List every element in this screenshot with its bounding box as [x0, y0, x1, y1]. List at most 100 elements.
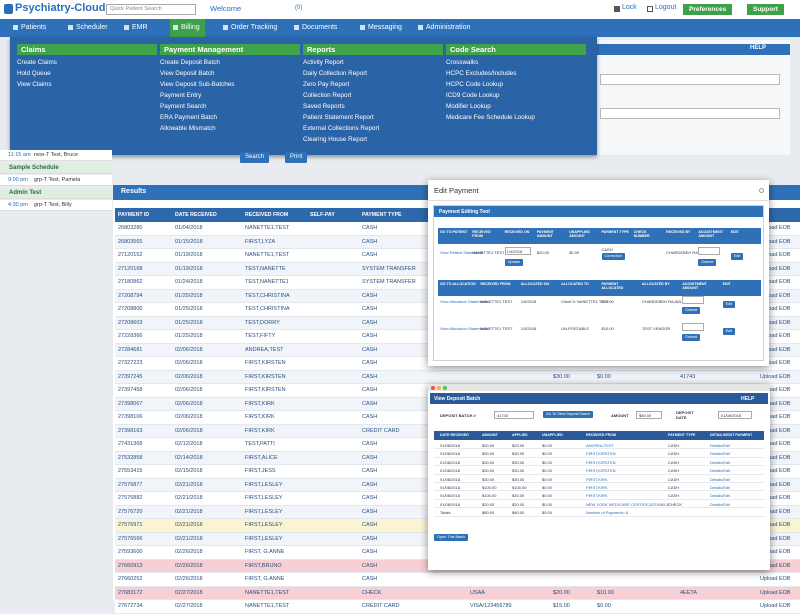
upload-eob[interactable]: Upload EOB	[760, 414, 791, 420]
upload-eob[interactable]: Upload EOB	[760, 535, 791, 542]
cell[interactable]: 27397245	[118, 373, 143, 380]
menu-item[interactable]: Zero Pay Report	[303, 81, 350, 88]
upload-eob[interactable]: Upload EOB	[760, 603, 791, 609]
correction-button[interactable]: Correction	[601, 253, 626, 260]
upload-eob[interactable]: Upload EOB	[760, 522, 791, 528]
preferences[interactable]: Preferences	[683, 4, 733, 15]
menu-item[interactable]: Clearing House Report	[303, 136, 368, 143]
upload-eob[interactable]: Upload EOB	[760, 387, 791, 393]
menu-item[interactable]: View Deposit Batch	[160, 70, 215, 77]
upload-eob[interactable]: Upload EOB	[760, 252, 791, 258]
upload-eob[interactable]: Upload EOB	[760, 549, 791, 555]
print-button[interactable]: Print	[285, 152, 308, 163]
menu-item[interactable]: Saved Reports	[303, 103, 345, 110]
upload-eob[interactable]: Upload EOB	[760, 333, 791, 339]
help[interactable]: HELP	[741, 396, 755, 402]
cell[interactable]: 27660252	[118, 576, 143, 582]
menu-item[interactable]: View Deposit Sub-Batches	[160, 81, 235, 88]
upload-eob[interactable]: Upload EOB	[760, 373, 791, 380]
cell[interactable]: 27672734	[118, 603, 143, 609]
menu-item[interactable]: Collection Report	[303, 92, 352, 99]
message-count[interactable]: (0)	[295, 5, 303, 11]
menu-item[interactable]: Create Claims	[17, 59, 57, 66]
window-dot[interactable]	[437, 385, 441, 390]
select[interactable]	[600, 74, 780, 85]
upload-eob[interactable]: Upload EOB	[760, 225, 791, 231]
menu-item[interactable]: Daily Collection Report	[303, 70, 368, 77]
result-row[interactable]	[115, 573, 800, 587]
cell[interactable]: 27228366	[118, 333, 143, 339]
cell[interactable]: 27431368	[118, 441, 143, 447]
result-row[interactable]	[115, 586, 800, 600]
nav-item[interactable]: Billing	[170, 19, 205, 37]
cell[interactable]: 27398106	[118, 414, 143, 420]
menu-item[interactable]: View Claims	[17, 81, 52, 88]
cell[interactable]: 27398067	[118, 400, 143, 407]
edit-button[interactable]: Edit	[722, 301, 736, 308]
cell[interactable]: 26803280	[118, 225, 143, 231]
details-link[interactable]: Details/Edit	[710, 468, 731, 474]
nav-item[interactable]: Order Tracking	[220, 19, 282, 37]
edit-button[interactable]: Edit	[722, 328, 736, 335]
upload-eob[interactable]: Upload EOB	[760, 400, 791, 407]
upload-eob[interactable]: Upload EOB	[760, 319, 791, 326]
close[interactable]	[759, 188, 764, 193]
upload-eob[interactable]: Upload EOB	[760, 495, 791, 501]
details-link[interactable]: Details/Edit	[710, 443, 731, 448]
submit-button[interactable]: Submit	[698, 259, 717, 266]
nav-item[interactable]: Scheduler	[65, 19, 113, 37]
upload-eob[interactable]: Upload EOB	[760, 360, 791, 366]
upload-eob[interactable]: Upload EOB	[760, 454, 791, 461]
submit-button[interactable]: Submit	[682, 334, 701, 341]
schedule-item[interactable]: 9:00 pm grp-T Test, Pamela	[0, 175, 112, 186]
upload-eob[interactable]: Upload EOB	[760, 346, 791, 353]
details-link[interactable]: Details/Edit	[710, 451, 731, 457]
menu-item[interactable]: ERA Payment Batch	[160, 114, 218, 121]
upload-eob[interactable]: Upload EOB	[760, 468, 791, 474]
upload-eob[interactable]: Upload EOB	[760, 279, 791, 285]
menu-item[interactable]: ICD9 Code Lookup	[446, 92, 500, 99]
cell[interactable]: 27327223	[118, 360, 143, 366]
details-link[interactable]: Details/Edit	[710, 485, 731, 490]
cell[interactable]: 27683172	[118, 589, 143, 596]
menu-item[interactable]: Payment Search	[160, 103, 207, 110]
patient-link[interactable]: View Patient Statements	[440, 250, 484, 255]
menu-item[interactable]: HCPC Excludes/Includes	[446, 70, 517, 77]
nav-item[interactable]: Administration	[415, 19, 475, 37]
upload-eob[interactable]: Upload EOB	[760, 441, 791, 447]
upload-eob[interactable]: Upload EOB	[760, 562, 791, 569]
select[interactable]	[600, 108, 780, 119]
nav-item[interactable]: Messaging	[357, 19, 407, 37]
submit-button[interactable]: Submit	[682, 307, 701, 314]
cell[interactable]: 27120168	[118, 265, 143, 272]
cell[interactable]: 27284681	[118, 346, 143, 353]
upload-eob[interactable]: Upload EOB	[760, 576, 791, 582]
support[interactable]: Support	[747, 4, 784, 15]
upload-eob[interactable]: Upload EOB	[760, 589, 791, 596]
upload-eob[interactable]: Upload EOB	[760, 292, 791, 299]
cell[interactable]: 27208603	[118, 319, 143, 326]
result-row[interactable]	[115, 370, 800, 384]
nav-item[interactable]: Documents	[291, 19, 342, 37]
patient-search[interactable]: Quick Patient Search	[106, 4, 196, 15]
cell[interactable]: 27180862	[118, 279, 143, 285]
window-dot[interactable]	[431, 385, 435, 390]
schedule-item[interactable]: 11:15 am new-T Test, Bruce	[0, 150, 112, 161]
menu-item[interactable]: HCPC Code Lookup	[446, 81, 504, 88]
cell[interactable]: 27120152	[118, 252, 143, 258]
cell[interactable]: 27532858	[118, 454, 143, 461]
edit-button[interactable]: Edit	[730, 253, 744, 260]
cell[interactable]: 27553415	[118, 468, 143, 474]
cell[interactable]: 26803565	[118, 238, 143, 245]
update-button[interactable]: Update	[504, 259, 523, 266]
cell[interactable]: 27208794	[118, 292, 143, 299]
menu-item[interactable]: Hold Queue	[17, 70, 51, 77]
cell[interactable]: 27576877	[118, 481, 143, 488]
result-row[interactable]	[115, 600, 800, 614]
details-link[interactable]: Details/Edit	[710, 501, 731, 507]
menu-item[interactable]: Activity Report	[303, 59, 344, 66]
allocation-link[interactable]: View Allocation Statements	[440, 299, 489, 304]
menu-item[interactable]: Allowable Mismatch	[160, 125, 216, 132]
window-dot[interactable]	[443, 385, 447, 390]
cell[interactable]: 27398163	[118, 427, 143, 434]
